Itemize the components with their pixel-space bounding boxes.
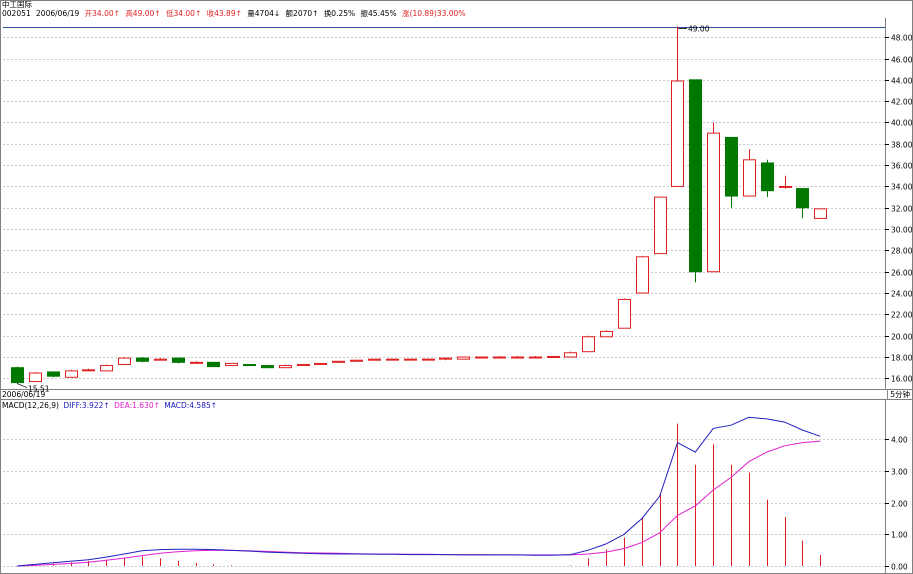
candlestick [475,356,488,359]
macd-dea: DEA:1.630↑ [114,401,160,410]
candlestick [779,185,792,188]
candlestick [796,188,809,209]
cursor-date: 2006/06/19 [2,390,46,399]
macd-tick-label: 4.00 [891,436,908,445]
change-value: 涨(10.89)33.00% [402,9,466,18]
stock-title: 中工国际 [2,0,32,10]
diff-line [16,416,821,567]
ohlc-info-bar: 002051 2006/06/19 开34.00↑ 高49.00↑ 低34.00… [2,9,468,19]
candlestick [207,361,220,368]
candlestick [618,298,631,329]
candlestick [547,355,560,358]
amplitude-value: 振45.45% [360,9,397,18]
candlestick [814,208,827,219]
price-tick-label: 40.00 [891,119,913,128]
price-tick-label: 34.00 [891,183,913,192]
candlestick [707,132,720,273]
candlestick [689,79,702,273]
price-tick-label: 24.00 [891,290,913,299]
candlestick [564,352,577,358]
candlestick [350,359,363,362]
candlestick [11,367,24,384]
price-tick-label: 36.00 [891,162,913,171]
macd-label: MACD(12,26,9) [2,401,59,410]
candlestick [511,356,524,359]
candlestick [154,358,167,361]
candlestick [422,358,435,361]
macd-diff: DIFF:3.922↑ [63,401,110,410]
price-tick-label: 38.00 [891,141,913,150]
price-tick-label: 42.00 [891,98,913,107]
period-selector[interactable]: 5分钟 [887,390,910,400]
candlestick [404,358,417,361]
price-tick-label: 46.00 [891,56,913,65]
candlestick [136,357,149,362]
price-tick-label: 30.00 [891,226,913,235]
candlestick [529,356,542,359]
price-tick-label: 16.00 [891,375,913,384]
low-value: 低34.00↑ [165,9,202,18]
low-price-label: 15.51 [28,385,50,394]
macd-tick-label: 3.00 [891,468,908,477]
close-value: 收43.89↑ [206,9,242,18]
candlestick [172,357,185,363]
candlestick [297,363,310,367]
macd-value: MACD:4.585↑ [164,401,218,410]
candlestick [725,136,738,197]
current-date: 2006/06/19 [36,9,80,18]
price-tick-label: 26.00 [891,269,913,278]
price-tick-label: 20.00 [891,333,913,342]
period-label: 5分钟 [890,390,910,399]
stock-code: 002051 [2,9,31,18]
macd-tick-label: 1.00 [891,531,908,540]
volume-value: 量4704↓ [247,9,281,18]
candlestick [100,365,113,372]
open-value: 开34.00↑ [84,9,120,18]
candlestick [493,356,506,359]
candlestick [314,362,327,365]
macd-tick-label: 0.00 [891,563,908,572]
candlestick [47,371,60,377]
high-value: 高49.00↑ [125,9,161,18]
candlestick [761,162,774,192]
candlestick [582,336,595,353]
price-tick-label: 22.00 [891,311,913,320]
price-tick-label: 18.00 [891,354,913,363]
candlestick [671,80,684,187]
candlestick [118,357,131,365]
price-tick-label: 32.00 [891,205,913,214]
candlestick [654,196,667,255]
candlestick [600,330,613,338]
candlestick [279,365,292,369]
candlestick [636,256,649,294]
candlestick [82,369,95,372]
stock-name: 中工国际 [2,0,32,9]
candlestick [386,358,399,361]
candlestick [457,356,470,360]
price-tick-label: 44.00 [891,77,913,86]
candlestick [261,365,274,369]
macd-tick-label: 2.00 [891,500,908,509]
candlestick [190,361,203,364]
candlestick [332,360,345,363]
turnover-value: 换0.25% [323,9,356,18]
macd-header: MACD(12,26,9) DIFF:3.922↑ DEA:1.630↑ MAC… [2,401,219,411]
candlestick [743,159,756,197]
amount-value: 额2070↑ [285,9,319,18]
candlestick [439,357,452,360]
price-tick-label: 48.00 [891,34,913,43]
low-label-pointer [16,383,28,388]
cursor-date-box: 2006/06/19 [2,390,45,400]
price-tick-label: 28.00 [891,247,913,256]
candlestick [65,370,78,378]
candlestick [368,358,381,361]
high-price-label: 49.00 [688,25,710,34]
candlestick [29,372,42,383]
candlestick [243,363,256,367]
candlestick [225,362,238,367]
